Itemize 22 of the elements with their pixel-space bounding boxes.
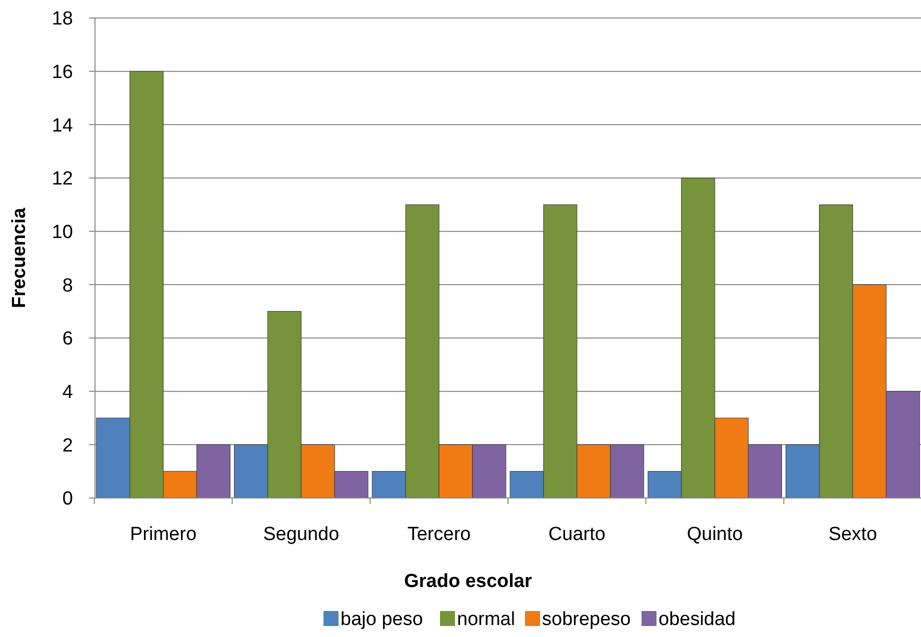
- x-tick-label: Tercero: [407, 524, 471, 545]
- x-tick-label: Sexto: [828, 524, 878, 545]
- y-tick-label: 16: [52, 62, 73, 83]
- y-tick-label: 12: [52, 168, 73, 190]
- legend-label: obesidad: [658, 609, 736, 630]
- y-tick-label: 14: [52, 115, 74, 136]
- y-tick-label: 8: [62, 275, 73, 296]
- x-tick-label: Quinto: [686, 524, 743, 545]
- y-tick-label: 2: [62, 435, 73, 456]
- x-tick-label: Cuarto: [548, 524, 606, 545]
- y-axis-title: Frecuencia: [9, 207, 30, 308]
- x-tick-label: Primero: [130, 524, 197, 545]
- y-tick-label: 4: [62, 382, 74, 403]
- x-tick-label: Segundo: [263, 524, 340, 545]
- legend-label: sobrepeso: [542, 609, 631, 630]
- legend-label: bajo peso: [340, 609, 423, 630]
- y-tick-label: 10: [52, 222, 73, 243]
- y-tick-label: 0: [62, 488, 73, 510]
- legend-label: normal: [457, 609, 516, 630]
- x-axis-title: Grado escolar: [404, 571, 532, 592]
- y-tick-label: 18: [52, 8, 73, 30]
- y-tick-label: 6: [62, 328, 73, 350]
